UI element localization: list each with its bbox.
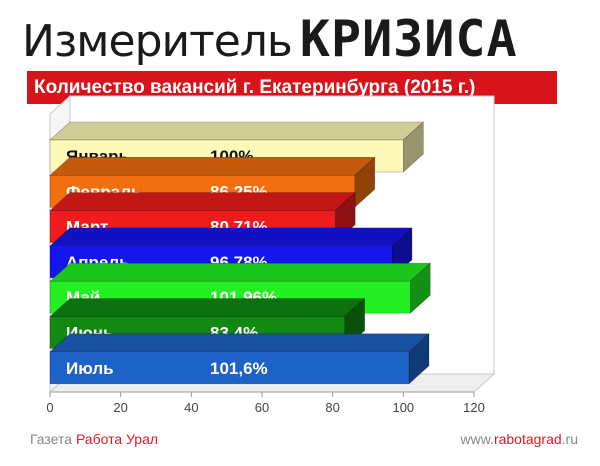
x-tick-label: 80 bbox=[325, 400, 339, 415]
footer-left-accent: Работа Урал bbox=[75, 431, 159, 447]
footer-url: www.rabotagrad.ru bbox=[460, 431, 578, 447]
bar-top-face bbox=[49, 333, 430, 353]
footer-left-prefix: Газета bbox=[30, 431, 76, 447]
bar bbox=[49, 351, 410, 385]
footer-right-prefix: www. bbox=[460, 431, 494, 447]
x-tick-label: 100 bbox=[392, 400, 414, 415]
x-tick-label: 120 bbox=[463, 400, 485, 415]
title-emphasis: КРИЗИСА bbox=[299, 10, 518, 68]
bar-top-face bbox=[49, 157, 376, 176]
bar-top-face bbox=[49, 298, 366, 317]
bar-top-face bbox=[49, 192, 356, 211]
x-tick-label: 60 bbox=[255, 400, 269, 415]
bar-top-face bbox=[49, 121, 425, 141]
chart-title: Измеритель КРИЗИСА bbox=[22, 10, 518, 70]
category-label: Июль bbox=[66, 359, 114, 378]
footer-right-accent: rabotagrad bbox=[493, 431, 562, 447]
bar-top-face bbox=[49, 227, 413, 247]
footer-source: Газета Работа Урал bbox=[30, 431, 158, 447]
data-label: 101,6% bbox=[210, 359, 268, 378]
x-tick-label: 0 bbox=[46, 400, 53, 415]
x-tick-label: 20 bbox=[113, 400, 127, 415]
footer-right-suffix: .ru bbox=[561, 431, 578, 447]
bar-top-face bbox=[49, 262, 432, 282]
title-main: Измеритель bbox=[22, 16, 293, 67]
x-tick-label: 40 bbox=[184, 400, 198, 415]
